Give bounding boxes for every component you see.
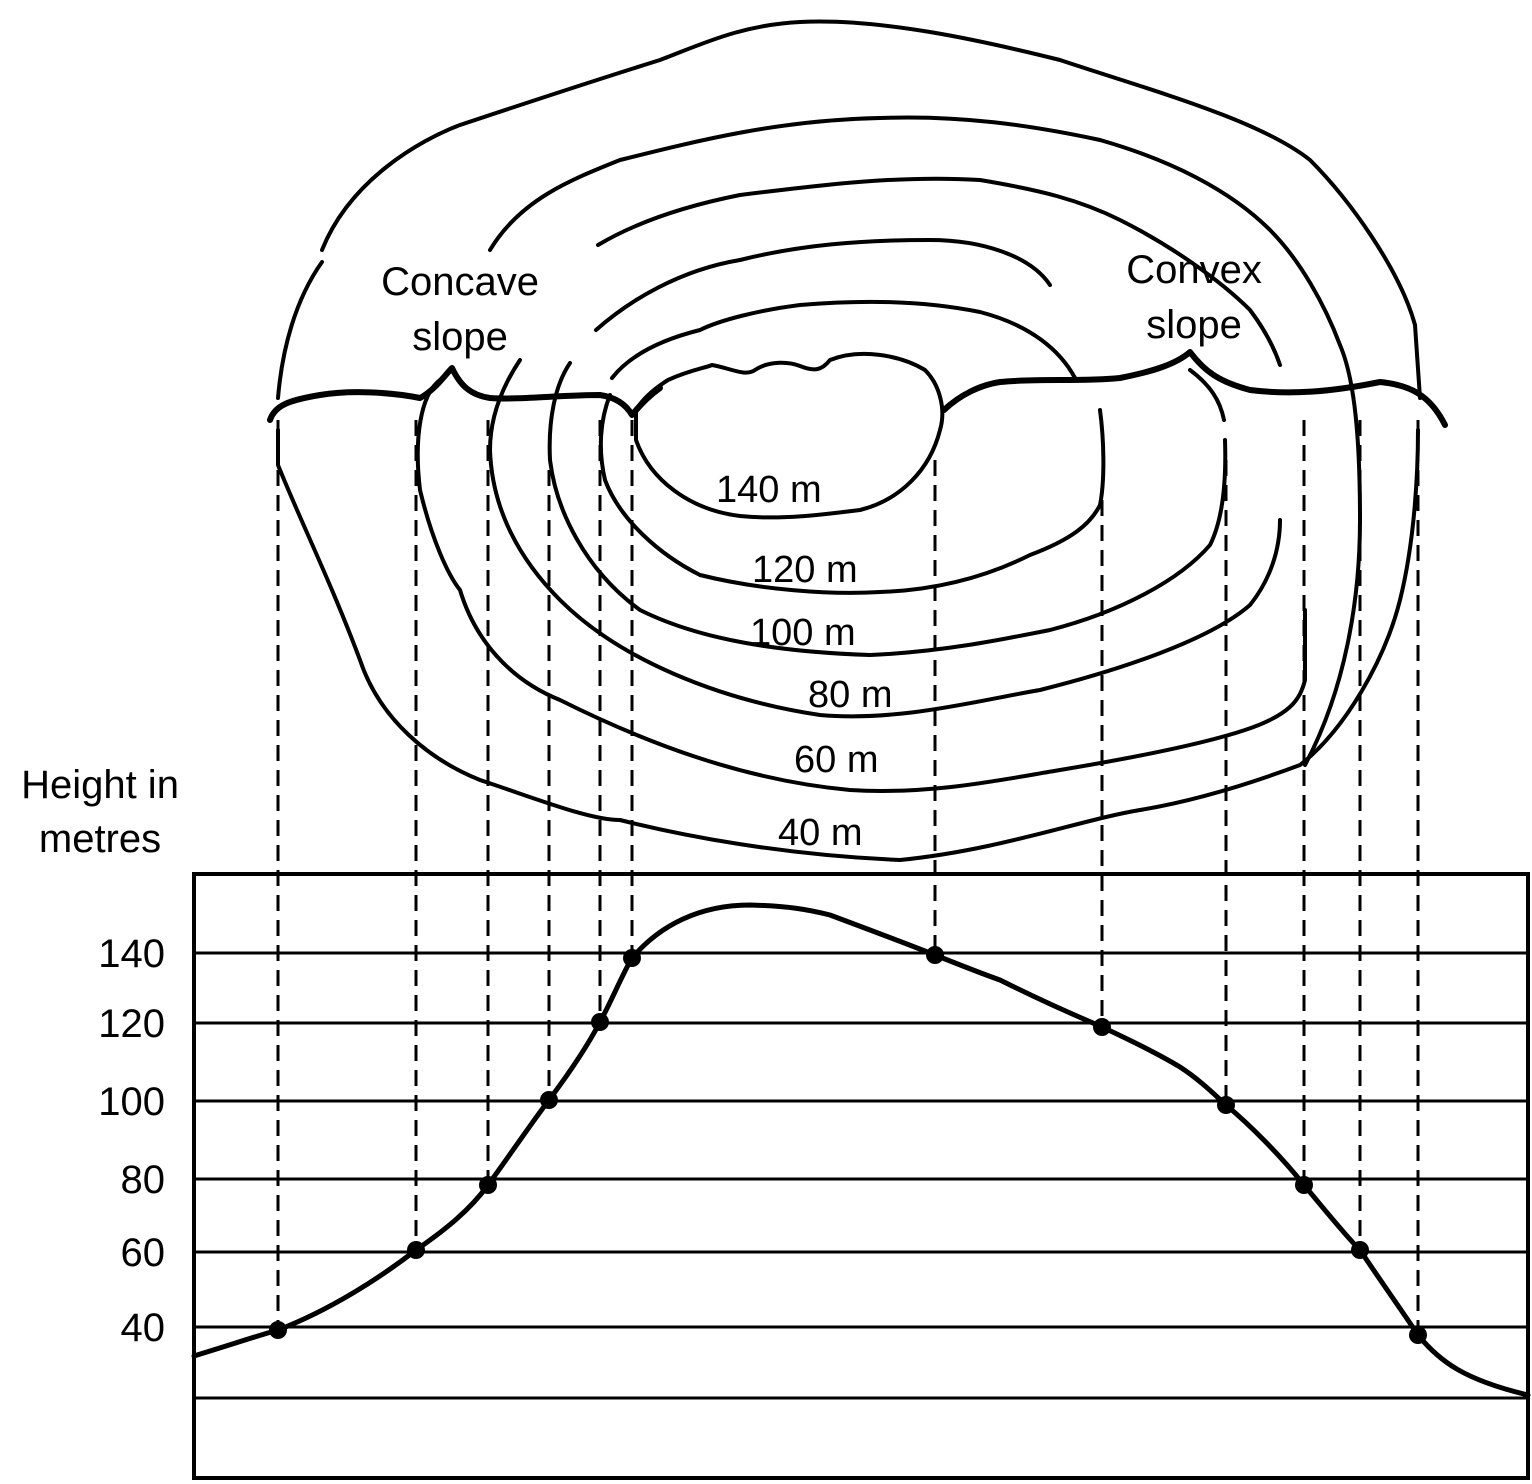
- height-tick-labels: 140 120 100 80 60 40: [98, 932, 165, 1350]
- profile-point: [479, 1176, 497, 1194]
- profile-point: [1093, 1018, 1111, 1036]
- contour-label-80: 80 m: [808, 674, 892, 716]
- profile-points: [269, 946, 1427, 1344]
- convex-label-line2: slope: [1146, 303, 1242, 347]
- contour-40-right-edge: [1413, 323, 1422, 400]
- profile-point: [1295, 1176, 1313, 1194]
- contour-40-lower: [276, 428, 1420, 862]
- contour-140: [634, 351, 945, 520]
- contour-label-100: 100 m: [750, 612, 856, 654]
- contour-60-left: [415, 378, 1307, 793]
- tick-label-40: 40: [121, 1306, 166, 1350]
- contour-100-right-arm: [1188, 368, 1226, 422]
- contour-map: [276, 19, 1422, 862]
- tick-label-140: 140: [98, 932, 165, 976]
- axis-title-line1: Height in: [21, 763, 179, 807]
- contour-120-lower: [598, 393, 1106, 595]
- contour-labels: 140 m 120 m 100 m 80 m 60 m 40 m: [716, 469, 892, 854]
- contour-60-upper-left: [488, 115, 1102, 252]
- profile-point: [407, 1241, 425, 1259]
- tick-label-120: 120: [98, 1002, 165, 1046]
- contour-label-60: 60 m: [794, 739, 878, 781]
- profile-point: [1217, 1096, 1235, 1114]
- contour-80-upper: [596, 176, 1282, 367]
- profile-frame: [192, 872, 1530, 1480]
- concave-label-line2: slope: [412, 315, 508, 359]
- profile-point: [926, 946, 944, 964]
- contour-label-40: 40 m: [778, 812, 862, 854]
- profile-point: [1409, 1326, 1427, 1344]
- contour-label-140: 140 m: [716, 469, 822, 511]
- profile-point: [623, 949, 641, 967]
- section-line: [267, 349, 1448, 428]
- axis-title-line2: metres: [39, 817, 161, 861]
- profile-point: [540, 1091, 558, 1109]
- contour-label-120: 120 m: [752, 549, 858, 591]
- tick-label-60: 60: [121, 1231, 166, 1275]
- contour-40-left-edge: [276, 260, 324, 400]
- tick-label-100: 100: [98, 1080, 165, 1124]
- contour-100-upper: [594, 238, 1052, 332]
- profile-panel: 140 120 100 80 60 40: [98, 872, 1531, 1480]
- slope-annotations: Concave slope Convex slope: [381, 248, 1262, 359]
- contour-60-upper-right: [1098, 138, 1362, 767]
- contour-80-left: [488, 358, 1282, 719]
- contour-100-left: [547, 361, 1228, 657]
- contour-120-upper: [610, 299, 1077, 380]
- profile-line: [191, 902, 1531, 1398]
- concave-label-line1: Concave: [381, 260, 539, 304]
- tick-label-80: 80: [121, 1158, 166, 1202]
- profile-point: [269, 1321, 287, 1339]
- convex-label-line1: Convex: [1126, 248, 1262, 292]
- height-grid: [194, 951, 1528, 1400]
- profile-point: [1351, 1241, 1369, 1259]
- contour-40-upper: [320, 19, 1417, 327]
- axis-title: Height in metres: [21, 763, 179, 861]
- profile-point: [591, 1013, 609, 1031]
